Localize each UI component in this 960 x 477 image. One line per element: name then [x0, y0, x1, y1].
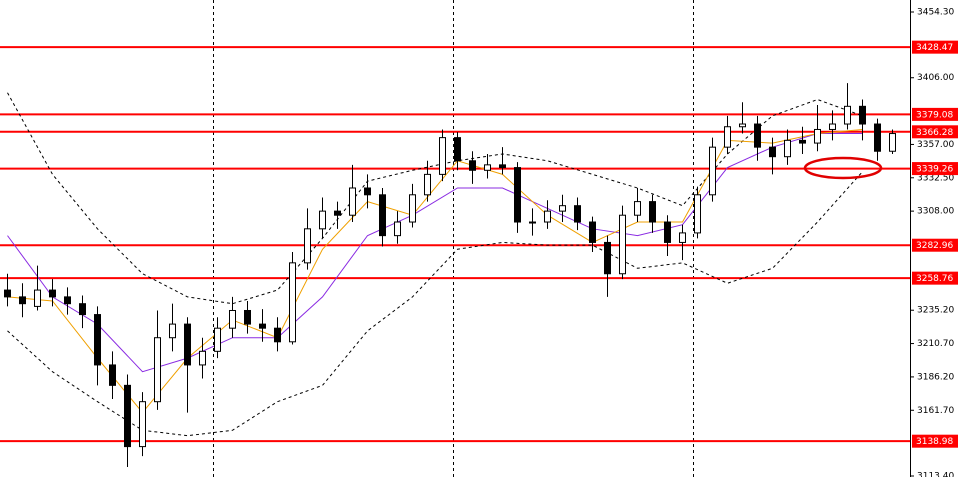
y-tick-label: 3161.70: [917, 406, 954, 416]
level-label-box: [912, 40, 958, 54]
candle-body: [574, 205, 581, 223]
level-label-box: [912, 107, 958, 121]
candle-body: [214, 327, 221, 352]
candle-body: [379, 194, 386, 237]
candle-body: [844, 105, 851, 125]
candle-body: [424, 173, 431, 196]
candle-body: [79, 303, 86, 316]
candle-body: [634, 201, 641, 216]
level-label-box: [912, 162, 958, 176]
candle-body: [589, 221, 596, 243]
candle-body: [259, 323, 266, 329]
indicator-line: [7, 133, 863, 373]
candle-body: [799, 139, 806, 144]
candle-body: [739, 123, 746, 128]
candle-body: [499, 164, 506, 169]
level-label-box: [912, 271, 958, 285]
candle-body: [304, 228, 311, 264]
level-label-box: [912, 434, 958, 448]
candle-body: [64, 296, 71, 305]
candle-body: [544, 210, 551, 223]
candle-body: [274, 327, 281, 343]
highlight-ellipse: [803, 156, 883, 180]
candle-body: [874, 123, 881, 152]
level-label-box: [912, 125, 958, 139]
level-label: 3339.26: [916, 165, 953, 175]
candle-body: [184, 323, 191, 366]
candle-body: [439, 137, 446, 175]
level-label: 3379.08: [916, 110, 953, 120]
candle-body: [484, 164, 491, 171]
candle-body: [19, 296, 26, 305]
candle-body: [289, 262, 296, 343]
y-tick-label: 3332.50: [917, 173, 954, 183]
candle-body: [559, 205, 566, 212]
candle-body: [409, 194, 416, 223]
y-tick-label: 3454.30: [917, 8, 954, 18]
level-label: 3366.28: [916, 128, 953, 138]
candle-body: [724, 126, 731, 148]
candle-body: [4, 289, 11, 298]
candle-body: [514, 167, 521, 223]
level-label: 3138.98: [916, 437, 953, 447]
candle-body: [34, 289, 41, 307]
candle-body: [649, 201, 656, 223]
candle-body: [529, 221, 536, 224]
candle-body: [619, 214, 626, 275]
candle-body: [469, 160, 476, 171]
y-tick-label: 3357.00: [917, 140, 954, 150]
candle-body: [364, 187, 371, 196]
y-tick-label: 3308.00: [917, 207, 954, 217]
candle-body: [349, 187, 356, 216]
candle-body: [859, 105, 866, 125]
candle-body: [784, 139, 791, 158]
candle-body: [139, 401, 146, 448]
candle-body: [679, 232, 686, 243]
y-tick-label: 3406.00: [917, 73, 954, 83]
candle-body: [169, 323, 176, 339]
indicator-line: [7, 171, 863, 437]
candle-body: [454, 137, 461, 162]
candle-body: [319, 210, 326, 230]
candle-body: [664, 221, 671, 243]
candle-body: [769, 146, 776, 158]
candle-body: [694, 194, 701, 234]
candle-body: [124, 384, 131, 448]
candle-body: [49, 289, 56, 298]
level-label: 3428.47: [916, 43, 953, 53]
level-label: 3282.96: [916, 241, 953, 251]
candle-body: [244, 309, 251, 325]
y-tick-label: 3113.40: [917, 472, 954, 477]
y-tick-label: 3186.20: [917, 372, 954, 382]
indicator-line: [7, 128, 863, 414]
indicator-line: [7, 92, 863, 305]
candle-body: [229, 309, 236, 329]
candle-body: [709, 146, 716, 196]
level-label-box: [912, 238, 958, 252]
y-tick-label: 3235.20: [917, 306, 954, 316]
candle-body: [199, 350, 206, 366]
candle-body: [604, 241, 611, 275]
candle-body: [109, 364, 116, 386]
candle-body: [754, 123, 761, 148]
candle-body: [829, 123, 836, 130]
candle-body: [334, 210, 341, 216]
y-tick-label: 3210.70: [917, 339, 954, 349]
level-label: 3258.76: [916, 274, 953, 284]
candle-body: [814, 128, 821, 144]
candle-body: [394, 221, 401, 237]
candle-body: [94, 314, 101, 366]
candle-body: [154, 337, 161, 403]
candle-body: [889, 133, 896, 152]
